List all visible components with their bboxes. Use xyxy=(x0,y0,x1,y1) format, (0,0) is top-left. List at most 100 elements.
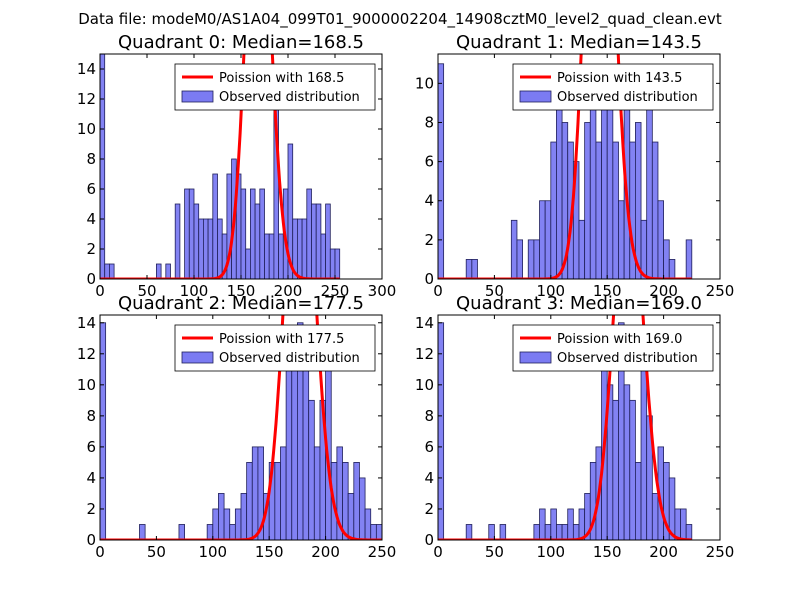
y-tick-label: 6 xyxy=(424,438,434,456)
histogram-bar xyxy=(188,188,195,279)
y-tick-label: 14 xyxy=(415,314,434,332)
histogram-bar xyxy=(471,259,478,279)
x-tick-label: 150 xyxy=(593,282,622,300)
x-tick-label: 200 xyxy=(649,543,678,561)
histogram-bar xyxy=(229,524,236,540)
histogram-bar xyxy=(618,200,625,279)
histogram-bar xyxy=(302,353,310,540)
histogram-bar xyxy=(556,524,563,540)
y-tick-label: 0 xyxy=(424,531,434,549)
histogram-bar xyxy=(438,63,445,279)
histogram-bar xyxy=(465,524,473,540)
histogram-bar xyxy=(465,259,473,279)
y-tick-label: 2 xyxy=(86,240,96,258)
histogram-bar xyxy=(202,218,209,279)
y-tick-label: 0 xyxy=(86,270,96,288)
histogram-bar xyxy=(287,143,294,279)
histogram-bar xyxy=(259,188,265,279)
x-tick-label: 0 xyxy=(433,282,443,300)
x-tick-label: 50 xyxy=(137,282,156,300)
histogram-bar xyxy=(315,203,322,279)
histogram-bar xyxy=(223,508,231,540)
histogram-bar xyxy=(278,233,284,279)
histogram-bar xyxy=(313,446,321,540)
histogram-bar xyxy=(301,218,308,279)
histogram-bar xyxy=(100,54,106,279)
histogram-bar xyxy=(623,384,631,540)
histogram-bar xyxy=(375,524,382,540)
y-tick-label: 10 xyxy=(415,74,434,92)
x-tick-label: 50 xyxy=(485,282,504,300)
histogram-bar xyxy=(329,248,336,279)
histogram-bar xyxy=(533,239,540,279)
y-tick-label: 8 xyxy=(86,407,96,425)
poisson-curve xyxy=(438,54,692,279)
legend-label-observed: Observed distribution xyxy=(219,90,360,105)
poisson-curve xyxy=(100,54,340,279)
histogram-bar xyxy=(212,508,219,540)
histogram-bar xyxy=(674,508,681,540)
histogram-bar xyxy=(572,524,580,540)
histogram-bar xyxy=(193,203,200,279)
histogram-bar xyxy=(353,462,360,540)
histogram-bar xyxy=(280,446,287,540)
legend-bar-swatch xyxy=(519,90,552,103)
histogram-bar xyxy=(578,508,586,540)
histogram-bar xyxy=(364,508,372,540)
histogram-bar xyxy=(198,218,204,279)
legend: Poission with 143.5 Observed distribution xyxy=(512,63,714,111)
y-tick-label: 14 xyxy=(77,60,96,78)
histogram-bar xyxy=(268,233,275,279)
histogram-bar xyxy=(251,446,259,540)
histogram-bar xyxy=(640,353,648,540)
y-tick-label: 10 xyxy=(77,120,96,138)
histogram-bar xyxy=(296,218,303,279)
histogram-bar xyxy=(663,239,670,279)
legend: Poission with 169.0 Observed distribution xyxy=(512,324,714,372)
x-tick-label: 250 xyxy=(321,282,350,300)
panel-quadrant-1: Quadrant 1: Median=143.5 0 50 100 150 200 250 0… xyxy=(415,32,735,300)
histogram-bar xyxy=(104,263,110,279)
histogram-bar xyxy=(629,399,636,540)
x-tick-label: 0 xyxy=(433,543,443,561)
histogram-bar xyxy=(510,219,518,279)
histogram-bar xyxy=(646,102,653,279)
y-tick-label: 12 xyxy=(415,345,434,363)
histogram-bar xyxy=(207,218,214,279)
panel-title: Quadrant 0: Median=168.5 xyxy=(118,32,364,53)
histogram-bar xyxy=(178,524,186,540)
histogram-bar xyxy=(539,508,546,540)
x-tick-label: 100 xyxy=(180,282,209,300)
y-tick-label: 8 xyxy=(86,150,96,168)
y-tick-label: 2 xyxy=(424,231,434,249)
y-tick-label: 12 xyxy=(77,90,96,108)
histogram-bar xyxy=(438,322,445,540)
histogram-bar xyxy=(539,200,546,279)
x-tick-label: 200 xyxy=(649,282,678,300)
histogram-bar xyxy=(100,322,107,540)
histogram-bar xyxy=(184,188,190,279)
histogram-bar xyxy=(685,239,693,279)
histogram-bar xyxy=(499,524,507,540)
legend-label-observed: Observed distribution xyxy=(219,351,360,366)
x-tick-label: 50 xyxy=(147,543,166,561)
histogram-bar xyxy=(578,219,586,279)
legend-label-poisson: Poission with 177.5 xyxy=(219,332,344,347)
histogram-bar xyxy=(306,188,312,279)
histogram-bar xyxy=(139,524,146,540)
y-tick-label: 4 xyxy=(86,210,96,228)
legend: Poission with 177.5 Observed distribution xyxy=(174,324,376,372)
histogram-bar xyxy=(217,218,223,279)
histogram-bar xyxy=(488,524,495,540)
x-tick-label: 250 xyxy=(706,543,735,561)
x-tick-label: 150 xyxy=(255,543,284,561)
histogram-bar xyxy=(584,122,591,279)
histogram-bar xyxy=(544,524,552,540)
y-tick-label: 8 xyxy=(424,407,434,425)
x-tick-label: 300 xyxy=(368,282,397,300)
histogram-bar xyxy=(155,263,162,279)
x-tick-label: 250 xyxy=(706,282,735,300)
x-tick-label: 150 xyxy=(593,543,622,561)
histogram-bar xyxy=(612,399,619,540)
